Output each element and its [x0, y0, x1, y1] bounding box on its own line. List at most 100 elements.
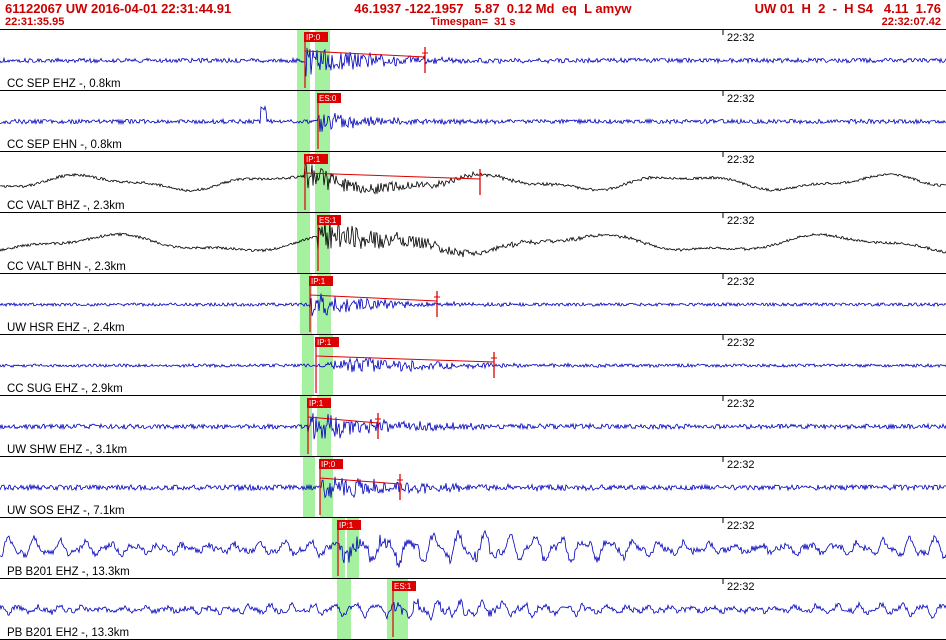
timespan-label: Timespan= 31 s	[430, 16, 516, 28]
phase-pick-flag[interactable]	[304, 154, 328, 164]
minute-label: 22:32	[727, 215, 755, 227]
window-end-time: 22:32:07.42	[881, 16, 941, 28]
time-window-line: 22:31:35.95 Timespan= 31 s 22:32:07.42	[0, 16, 946, 29]
seismogram-trace	[0, 529, 946, 568]
phase-window-band	[300, 396, 312, 457]
minute-label: 22:32	[727, 276, 755, 288]
minute-label: 22:32	[727, 337, 755, 349]
phase-pick-flag[interactable]	[309, 276, 333, 286]
phase-pick-flag[interactable]	[304, 32, 328, 42]
phase-pick-label: ES:1	[394, 582, 412, 591]
event-review-flags: UW 01 H 2 - H S4 4.11 1.76	[754, 1, 941, 16]
phase-window-band	[297, 152, 310, 213]
phase-window-band	[300, 274, 312, 335]
trace-label: PB B201 EH2 -, 13.3km	[7, 627, 129, 639]
seismogram-trace	[0, 357, 946, 373]
phase-window-band	[347, 518, 359, 579]
seismogram-trace	[0, 104, 946, 132]
waveform-canvas[interactable]: IP:1 22:32 CC VALT BHZ -, 2.3km	[0, 152, 946, 213]
phase-pick-label: IP:0	[321, 460, 336, 469]
phase-window-band	[302, 335, 314, 396]
phase-window-band	[317, 274, 331, 335]
trace-label: CC SEP EHN -, 0.8km	[7, 139, 122, 151]
phase-pick-label: ES:0	[319, 94, 337, 103]
coda-duration-line	[309, 294, 438, 302]
seismogram-trace	[0, 598, 946, 622]
trace-row[interactable]: IP:1 22:32 UW SHW EHZ -, 3.1km	[0, 396, 946, 457]
phase-window-band	[387, 579, 408, 640]
trace-area[interactable]: IP:0 22:32 CC SEP EHZ -, 0.8km ES:0 22:32 CC …	[0, 30, 946, 640]
trace-label: CC SEP EHZ -, 0.8km	[7, 78, 121, 90]
coda-duration-line	[304, 172, 481, 180]
phase-window-band	[297, 30, 310, 91]
trace-label: PB B201 EHZ -, 13.3km	[7, 566, 130, 578]
trace-label: CC SUG EHZ -, 2.9km	[7, 383, 123, 395]
phase-pick-flag[interactable]	[319, 459, 343, 469]
trace-label: CC VALT BHN -, 2.3km	[7, 261, 126, 273]
phase-pick-flag[interactable]	[317, 93, 341, 103]
event-summary-line: 61122067 UW 2016-04-01 22:31:44.91 46.19…	[0, 0, 946, 16]
coda-duration-line	[315, 355, 495, 363]
trace-row[interactable]: IP:1 22:32 PB B201 EHZ -, 13.3km	[0, 518, 946, 579]
waveform-canvas[interactable]: IP:1 22:32 UW SHW EHZ -, 3.1km	[0, 396, 946, 457]
waveform-canvas[interactable]: ES:1 22:32 PB B201 EH2 -, 13.3km	[0, 579, 946, 640]
minute-label: 22:32	[727, 154, 755, 166]
phase-pick-flag[interactable]	[315, 337, 339, 347]
phase-pick-flag[interactable]	[307, 398, 331, 408]
phase-window-band	[315, 152, 330, 213]
phase-window-band	[297, 213, 310, 274]
coda-duration-line	[307, 416, 379, 424]
waveform-canvas[interactable]: IP:0 22:32 CC SEP EHZ -, 0.8km	[0, 30, 946, 91]
trace-row[interactable]: IP:0 22:32 CC SEP EHZ -, 0.8km	[0, 30, 946, 91]
event-id-origin: 61122067 UW 2016-04-01 22:31:44.91	[5, 1, 232, 16]
phase-window-band	[303, 457, 315, 518]
trace-label: UW HSR EHZ -, 2.4km	[7, 322, 125, 334]
phase-pick-label: IP:1	[339, 521, 354, 530]
event-header: 61122067 UW 2016-04-01 22:31:44.91 46.19…	[0, 0, 946, 30]
phase-window-band	[320, 457, 333, 518]
phase-pick-label: ES:1	[319, 216, 337, 225]
seismogram-trace	[0, 293, 946, 317]
event-location-magnitude: 46.1937 -122.1957 5.87 0.12 Md eq L amyw	[354, 1, 632, 16]
trace-row[interactable]: ES:1 22:32 PB B201 EH2 -, 13.3km	[0, 579, 946, 640]
trace-row[interactable]: ES:1 22:32 CC VALT BHN -, 2.3km	[0, 213, 946, 274]
phase-pick-label: IP:0	[306, 33, 321, 42]
phase-pick-label: IP:1	[309, 399, 324, 408]
trace-label: UW SOS EHZ -, 7.1km	[7, 505, 125, 517]
waveform-canvas[interactable]: ES:0 22:32 CC SEP EHN -, 0.8km	[0, 91, 946, 152]
waveform-canvas[interactable]: IP:1 22:32 CC SUG EHZ -, 2.9km	[0, 335, 946, 396]
trace-label: CC VALT BHZ -, 2.3km	[7, 200, 125, 212]
phase-pick-label: IP:1	[306, 155, 321, 164]
minute-label: 22:32	[727, 459, 755, 471]
waveform-canvas[interactable]: ES:1 22:32 CC VALT BHN -, 2.3km	[0, 213, 946, 274]
phase-pick-label: IP:1	[317, 338, 332, 347]
waveform-canvas[interactable]: IP:0 22:32 UW SOS EHZ -, 7.1km	[0, 457, 946, 518]
phase-pick-flag[interactable]	[337, 520, 361, 530]
window-start-time: 22:31:35.95	[5, 16, 65, 28]
trace-row[interactable]: IP:1 22:32 UW HSR EHZ -, 2.4km	[0, 274, 946, 335]
trace-row[interactable]: ES:0 22:32 CC SEP EHN -, 0.8km	[0, 91, 946, 152]
minute-label: 22:32	[727, 32, 755, 44]
minute-label: 22:32	[727, 398, 755, 410]
waveform-canvas[interactable]: IP:1 22:32 PB B201 EHZ -, 13.3km	[0, 518, 946, 579]
coda-duration-line	[319, 477, 401, 485]
trace-row[interactable]: IP:1 22:32 CC SUG EHZ -, 2.9km	[0, 335, 946, 396]
phase-window-band	[315, 30, 330, 91]
seismogram-trace	[0, 47, 946, 77]
trace-row[interactable]: IP:1 22:32 CC VALT BHZ -, 2.3km	[0, 152, 946, 213]
waveform-canvas[interactable]: IP:1 22:32 UW HSR EHZ -, 2.4km	[0, 274, 946, 335]
phase-window-band	[337, 579, 351, 640]
minute-label: 22:32	[727, 581, 755, 593]
phase-pick-flag[interactable]	[392, 581, 416, 591]
minute-label: 22:32	[727, 93, 755, 105]
trace-label: UW SHW EHZ -, 3.1km	[7, 444, 127, 456]
minute-label: 22:32	[727, 520, 755, 532]
seismogram-trace	[0, 476, 946, 499]
seismogram-trace	[0, 413, 946, 440]
phase-pick-flag[interactable]	[317, 215, 341, 225]
phase-window-band	[319, 335, 333, 396]
seismogram-trace	[0, 162, 946, 195]
phase-pick-label: IP:1	[311, 277, 326, 286]
trace-row[interactable]: IP:0 22:32 UW SOS EHZ -, 7.1km	[0, 457, 946, 518]
